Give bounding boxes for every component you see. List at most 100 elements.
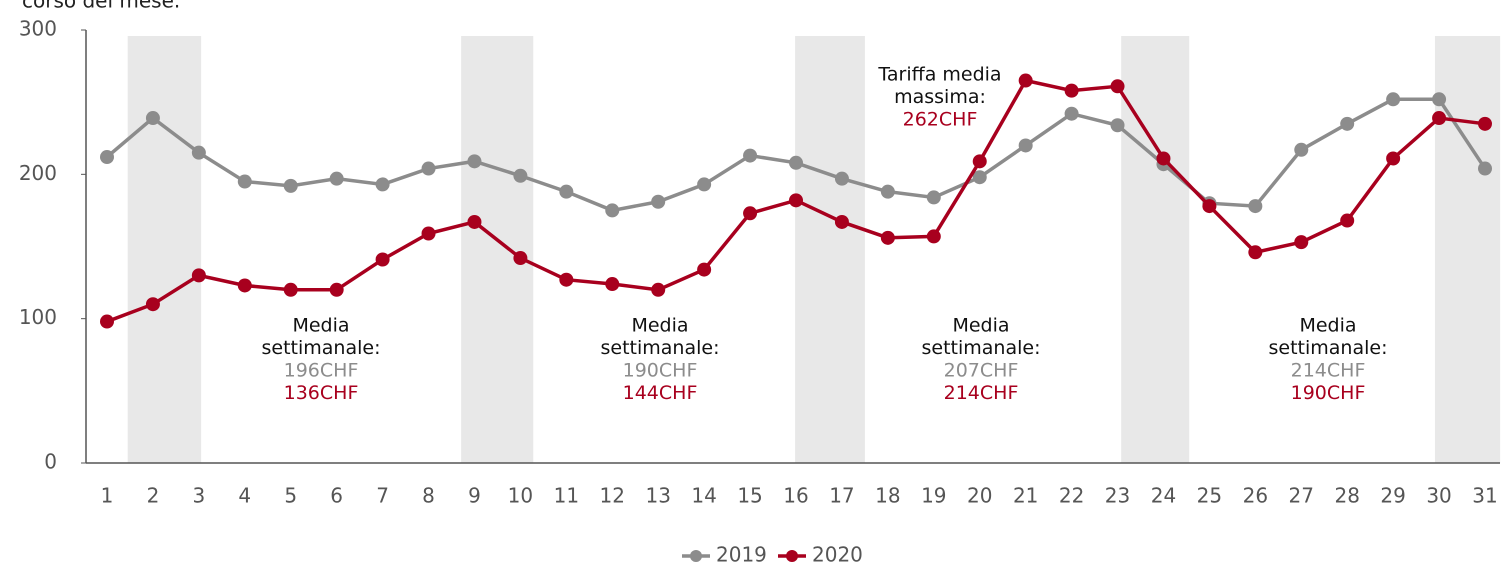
x-tick-label: 30 xyxy=(1426,484,1451,508)
point xyxy=(1432,111,1447,126)
point xyxy=(513,251,528,266)
annotation-label: Media xyxy=(952,315,1009,337)
point xyxy=(145,111,160,126)
x-tick-label: 14 xyxy=(691,484,716,508)
y-tick-label: 300 xyxy=(19,17,57,41)
point xyxy=(237,278,252,293)
weekend-band xyxy=(461,36,534,463)
annotation-value: 190CHF xyxy=(1291,382,1366,404)
x-tick-label: 19 xyxy=(921,484,946,508)
point xyxy=(559,184,574,199)
point xyxy=(1294,142,1309,157)
x-tick-label: 29 xyxy=(1380,484,1405,508)
point xyxy=(1018,138,1033,153)
annotation-value: 214CHF xyxy=(944,382,1019,404)
x-tick-label: 16 xyxy=(783,484,808,508)
point xyxy=(1064,83,1079,98)
x-tick-label: 2 xyxy=(147,484,160,508)
weekend-band xyxy=(1121,36,1190,463)
x-tick-label: 9 xyxy=(468,484,481,508)
point xyxy=(145,297,160,312)
point xyxy=(697,177,712,192)
point xyxy=(880,184,895,199)
chart-subtitle: corso del mese. xyxy=(22,0,180,13)
point xyxy=(513,168,528,183)
annotation-value: 207CHF xyxy=(944,360,1019,382)
point xyxy=(834,171,849,186)
point xyxy=(926,229,941,244)
legend-label: 2019 xyxy=(716,543,767,566)
point xyxy=(375,177,390,192)
point xyxy=(1202,199,1217,214)
point xyxy=(1064,106,1079,121)
x-tick-label: 11 xyxy=(554,484,579,508)
x-tick-label: 25 xyxy=(1197,484,1222,508)
legend-marker xyxy=(690,550,702,562)
x-tick-label: 22 xyxy=(1059,484,1084,508)
point xyxy=(926,190,941,205)
point xyxy=(789,193,803,208)
x-tick-label: 18 xyxy=(875,484,900,508)
point xyxy=(1478,161,1492,176)
point xyxy=(972,170,987,185)
x-tick-label: 31 xyxy=(1472,484,1497,508)
point xyxy=(1156,151,1171,166)
annotation-value: 196CHF xyxy=(284,360,359,382)
point xyxy=(651,282,666,297)
point xyxy=(191,145,206,160)
x-tick-label: 21 xyxy=(1013,484,1038,508)
point xyxy=(237,174,252,189)
point xyxy=(880,230,895,245)
x-tick-label: 10 xyxy=(508,484,533,508)
point xyxy=(421,161,436,176)
point xyxy=(1110,79,1125,94)
point xyxy=(1294,235,1309,250)
legend-label: 2020 xyxy=(812,543,863,566)
point xyxy=(421,226,436,241)
x-tick-label: 1 xyxy=(101,484,114,508)
point xyxy=(972,154,987,169)
point xyxy=(100,314,114,329)
legend-marker xyxy=(786,550,798,562)
annotation-value: 262CHF xyxy=(903,109,978,131)
x-tick-label: 20 xyxy=(967,484,992,508)
x-tick-label: 3 xyxy=(192,484,205,508)
point xyxy=(834,214,849,229)
point xyxy=(1340,213,1355,228)
point xyxy=(789,155,803,170)
point xyxy=(697,262,712,277)
annotation-value: 190CHF xyxy=(623,360,698,382)
point xyxy=(283,282,298,297)
x-tick-label: 23 xyxy=(1105,484,1130,508)
weekend-band xyxy=(795,36,865,463)
point xyxy=(743,148,758,163)
point xyxy=(467,214,482,229)
x-tick-label: 17 xyxy=(829,484,854,508)
point xyxy=(1018,73,1033,88)
y-tick-label: 0 xyxy=(44,450,57,474)
annotation-label: Tariffa media xyxy=(877,64,1001,86)
annotation-label: settimanale: xyxy=(1269,337,1388,359)
point xyxy=(605,203,620,218)
annotation-label: Media xyxy=(292,315,349,337)
point xyxy=(1248,199,1263,214)
point xyxy=(1110,118,1125,133)
point xyxy=(191,268,206,283)
point xyxy=(559,272,574,287)
point xyxy=(329,282,344,297)
point xyxy=(1478,116,1492,131)
x-tick-label: 27 xyxy=(1289,484,1314,508)
annotation-value: 136CHF xyxy=(284,382,359,404)
y-tick-label: 100 xyxy=(19,305,57,329)
point xyxy=(651,194,666,209)
annotation-label: settimanale: xyxy=(922,337,1041,359)
annotation-label: settimanale: xyxy=(262,337,381,359)
x-tick-label: 24 xyxy=(1151,484,1176,508)
annotation-label: settimanale: xyxy=(601,337,720,359)
x-tick-label: 4 xyxy=(238,484,251,508)
point xyxy=(1340,116,1355,131)
x-tick-label: 7 xyxy=(376,484,389,508)
x-tick-label: 8 xyxy=(422,484,435,508)
point xyxy=(605,277,620,292)
x-tick-label: 5 xyxy=(284,484,297,508)
